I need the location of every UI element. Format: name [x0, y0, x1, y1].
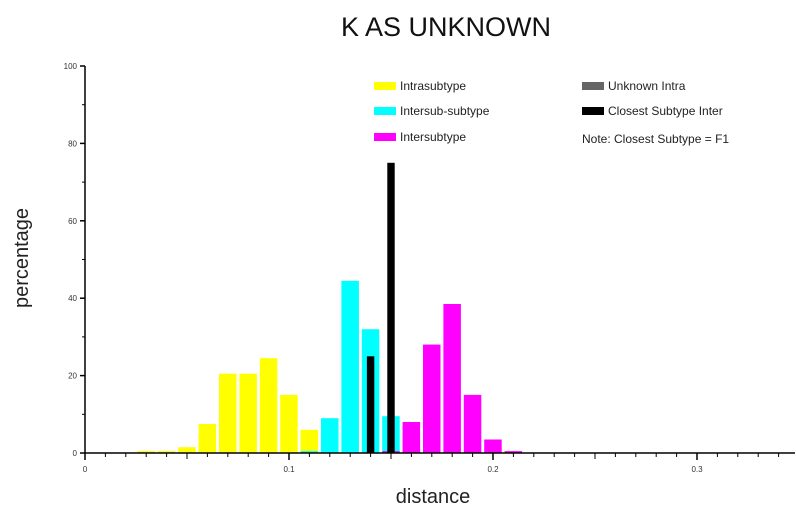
y-tick-label: 100: [64, 62, 78, 71]
bar-intrasubtype: [259, 358, 278, 453]
x-axis-label: distance: [396, 486, 471, 508]
bar-intersub-subtype: [321, 418, 339, 453]
legend-swatch-intersubtype: [374, 133, 396, 141]
x-tick-label: 0.3: [691, 465, 703, 474]
legend-label-intrasubtype: Intrasubtype: [400, 79, 466, 93]
bar-intersub-subtype: [300, 451, 319, 453]
bar-intrasubtype: [300, 429, 319, 453]
legend-swatch-unknown-intra: [582, 82, 604, 90]
bar-intersubtype: [402, 422, 421, 453]
legend-label-unknown-intra: Unknown Intra: [608, 79, 686, 93]
y-tick-label: 80: [68, 139, 77, 148]
bar-intersubtype: [443, 304, 461, 453]
legend-note: Note: Closest Subtype = F1: [582, 132, 729, 146]
y-axis-label: percentage: [11, 208, 33, 308]
bar-intrasubtype: [280, 394, 298, 453]
y-tick-label: 60: [68, 217, 77, 226]
bar-intersubtype: [423, 344, 441, 453]
legend-swatch-intrasubtype: [374, 82, 396, 90]
bar-intrasubtype: [239, 373, 257, 453]
legend-swatch-closest-subtype-inter: [582, 107, 604, 115]
legend-label-intersub-subtype: Intersub-subtype: [400, 104, 490, 118]
bars-group: [137, 162, 523, 454]
x-tick-label: 0: [83, 465, 88, 474]
bar-closest-subtype-inter: [366, 356, 375, 454]
y-tick-label: 20: [68, 372, 77, 381]
y-ticks-group: 0 20 40 60 80 100: [64, 62, 85, 458]
bar-intersubtype: [463, 394, 482, 453]
legend: Intrasubtype Intersub-subtype Intersubtype…: [374, 79, 723, 144]
x-tick-label: 0.1: [283, 465, 295, 474]
bar-intrasubtype: [157, 451, 176, 453]
bar-intrasubtype: [198, 424, 217, 453]
bar-intersubtype: [484, 439, 502, 453]
bar-intrasubtype: [219, 373, 237, 453]
chart-title: K AS UNKNOWN: [341, 12, 551, 42]
bar-intrasubtype: [137, 451, 155, 453]
y-tick-label: 40: [68, 294, 77, 303]
bar-closest-subtype-inter: [387, 162, 395, 454]
legend-label-closest-subtype-inter: Closest Subtype Inter: [608, 104, 723, 118]
legend-swatch-intersub-subtype: [374, 107, 396, 115]
x-ticks-group: 0 0.1 0.2 0.3: [83, 453, 780, 474]
bar-intrasubtype: [178, 447, 196, 453]
bar-intersubtype: [504, 451, 523, 453]
bar-intersub-subtype: [341, 280, 359, 453]
x-tick-label: 0.2: [487, 465, 499, 474]
y-tick-label: 0: [73, 449, 78, 458]
legend-label-intersubtype: Intersubtype: [400, 130, 466, 144]
